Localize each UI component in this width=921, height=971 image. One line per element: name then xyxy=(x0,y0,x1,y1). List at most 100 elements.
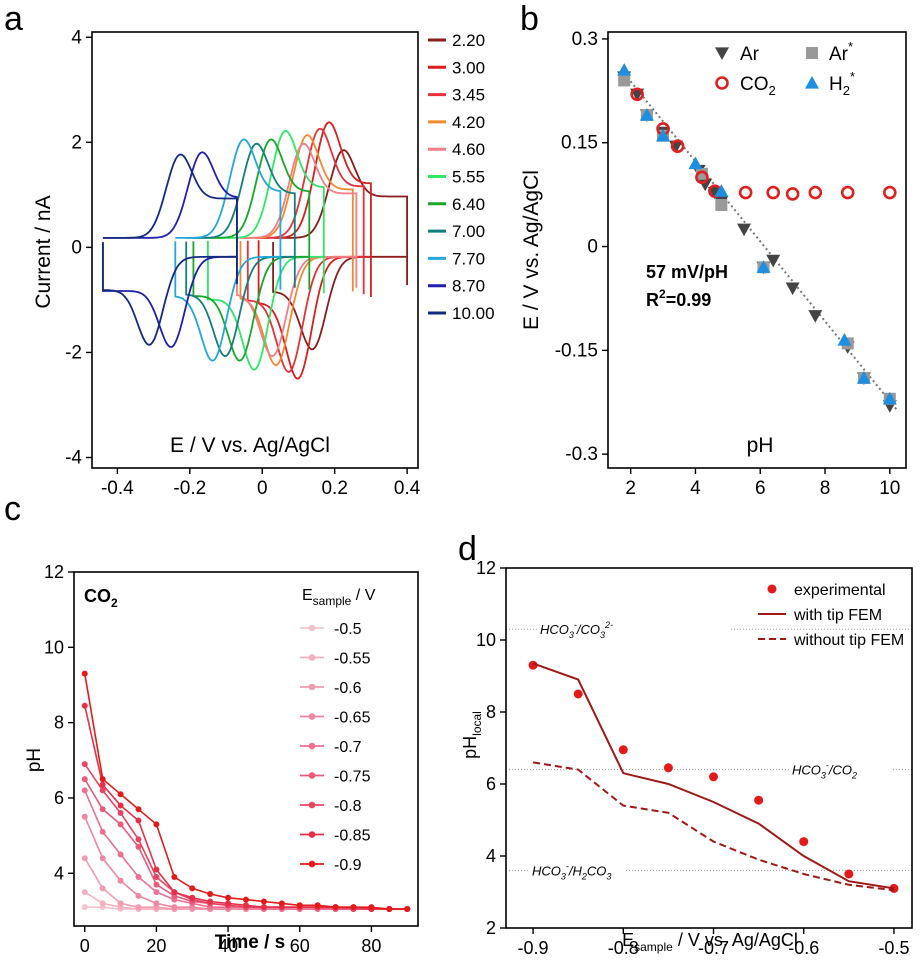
ph-point--0.9 xyxy=(225,894,232,901)
ph-point--0.65 xyxy=(99,855,106,862)
ph-point--0.85 xyxy=(171,889,178,896)
panel-a-plot-area xyxy=(102,121,408,380)
plot-frame xyxy=(91,31,419,469)
point-CO2 xyxy=(785,187,800,201)
x-tick-label: 40 xyxy=(218,936,238,956)
legend-label-3.00: 3.00 xyxy=(452,58,485,77)
ph-point--0.85 xyxy=(81,702,88,709)
ph-point--0.8 xyxy=(153,874,160,881)
ph-point--0.9 xyxy=(404,906,411,913)
y-tick-label: 6 xyxy=(486,774,496,794)
x-tick-label: 0.4 xyxy=(394,478,421,499)
ph-point--0.6 xyxy=(81,855,88,862)
y-tick-label: 10 xyxy=(476,630,496,650)
ph-point--0.9 xyxy=(386,906,393,913)
ph-point--0.85 xyxy=(260,904,267,911)
panel-b-axes: 2 4 6 8 10 -0.3 -0.15 0 0.15 0.3 xyxy=(555,29,907,499)
y-tick-label: 0.15 xyxy=(561,133,598,154)
legend-dot--0.5 xyxy=(308,624,316,632)
point-Ar xyxy=(808,310,823,323)
ph-point--0.8 xyxy=(117,810,124,817)
ph-point--0.75 xyxy=(81,776,88,783)
panel-c-plot-area xyxy=(81,670,411,913)
plot-frame xyxy=(505,567,913,929)
point-Ar-star xyxy=(695,167,708,180)
y-tick-label: 0 xyxy=(71,237,82,258)
experimental-point xyxy=(528,660,538,670)
r2-annotation: R2=0.99 xyxy=(646,287,711,310)
ref-line-label-bg xyxy=(789,760,893,779)
x-tick-label: 20 xyxy=(146,936,166,956)
ph-point--0.9 xyxy=(296,902,303,909)
experimental-point xyxy=(799,837,809,847)
ph-point--0.9 xyxy=(207,890,214,897)
ph-point--0.9 xyxy=(135,806,142,813)
ph-point--0.7 xyxy=(81,787,88,794)
panel-b-letter: b xyxy=(520,0,539,38)
cv-curve-4.60 xyxy=(236,142,358,358)
point-H2-star xyxy=(688,156,703,170)
ph-point--0.6 xyxy=(135,904,142,911)
y-tick-label: 4 xyxy=(54,863,64,883)
cv-curve-3.45 xyxy=(246,127,365,373)
x-tick-label: -0.9 xyxy=(518,938,549,958)
ph-point--0.7 xyxy=(99,828,106,835)
panel-b: b 2 4 6 8 10 -0.3 -0.15 0 0.15 0.3 Ar Ar* CO2 H2*… xyxy=(520,0,907,499)
ph-point--0.9 xyxy=(117,791,124,798)
x-tick-label: -0.6 xyxy=(788,938,819,958)
y-tick-label: 10 xyxy=(44,637,64,657)
panel-c-ylabel: pH xyxy=(24,748,45,772)
ph-point--0.7 xyxy=(135,874,142,881)
point-H2-star xyxy=(714,184,729,197)
panel-c-axes: 0 20 40 60 80 4 6 8 10 12 xyxy=(44,562,419,956)
legend-label--0.7: -0.7 xyxy=(334,739,362,756)
experimental-point xyxy=(754,795,764,805)
panel-a-xlabel: E / V vs. Ag/AgCl xyxy=(170,434,330,457)
point-H2-star xyxy=(756,260,771,273)
legend-dot--0.55 xyxy=(308,654,316,661)
slope-annotation: 57 mV/pH xyxy=(646,262,728,282)
x-tick-label: 80 xyxy=(361,936,381,956)
point-H2-star xyxy=(617,63,632,76)
ph-point--0.5 xyxy=(81,904,88,911)
point-H2-star xyxy=(856,371,871,384)
ph-point--0.75 xyxy=(117,821,124,828)
ph-point--0.65 xyxy=(171,904,178,911)
y-tick-label: 12 xyxy=(44,562,64,582)
legend-label-6.40: 6.40 xyxy=(452,195,485,214)
panel-c-letter: c xyxy=(4,490,21,528)
legend-label--0.65: -0.65 xyxy=(334,710,371,727)
x-tick-label: 8 xyxy=(820,478,831,499)
ph-point--0.9 xyxy=(99,776,106,783)
x-tick-label: 0.2 xyxy=(321,478,347,499)
panel-d-xlabel: Esample / V vs. Ag/AgCl xyxy=(622,930,798,954)
ph-point--0.65 xyxy=(117,877,124,884)
legend-label--0.9: -0.9 xyxy=(334,857,362,874)
x-tick-label: -0.4 xyxy=(101,478,134,499)
panel-b-legend: Ar Ar* CO2 H2* xyxy=(715,39,855,98)
x-tick-label: 0 xyxy=(257,478,268,499)
point-H2-star xyxy=(882,391,897,405)
legend-dot--0.9 xyxy=(308,860,316,868)
legend-marker-ar-star xyxy=(806,47,818,59)
panel-a-axes: -0.4 -0.2 0 0.2 0.4 -4 -2 0 2 4 xyxy=(65,27,421,499)
legend-ar-label: Ar xyxy=(740,44,760,65)
ph-point--0.9 xyxy=(314,902,321,909)
panel-d-legend: experimental with tip FEM without tip FEM xyxy=(758,582,904,649)
experimental-point xyxy=(844,869,854,879)
ref-line-label-bg xyxy=(529,861,625,880)
point-CO2 xyxy=(808,185,823,200)
x-tick-label: -0.2 xyxy=(173,478,206,499)
experimental-point xyxy=(618,745,628,755)
y-tick-label: -4 xyxy=(65,447,82,468)
cv-curve-2.20 xyxy=(272,149,408,351)
legend-dot--0.7 xyxy=(308,742,316,750)
panel-c-inset-label: CO2 xyxy=(84,586,118,610)
panel-d-letter: d xyxy=(458,530,477,568)
plot-frame xyxy=(73,571,419,927)
point-Ar xyxy=(785,282,800,296)
experimental-point xyxy=(709,772,719,782)
legend-label-8.70: 8.70 xyxy=(452,277,485,296)
